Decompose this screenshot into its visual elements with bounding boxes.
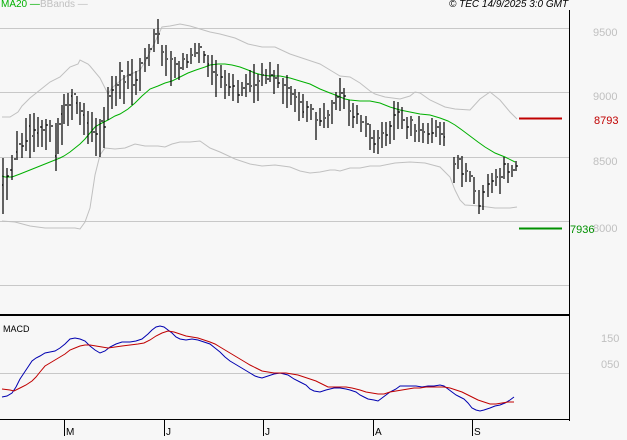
macd-axis-label-150: 150 bbox=[601, 333, 620, 345]
bbands-lower-line bbox=[1, 140, 518, 230]
support-value: 7936 bbox=[570, 224, 595, 236]
x-axis-label-september: S bbox=[474, 427, 481, 438]
x-axis-label-august: A bbox=[375, 427, 382, 438]
copyright-timestamp: © TEC 14/9/2025 3:0 GMT bbox=[449, 0, 569, 10]
price-axis-label-9000: 9000 bbox=[593, 91, 618, 103]
price-axis-label-9500: 9500 bbox=[593, 27, 618, 39]
macd-title: MACD bbox=[3, 324, 30, 334]
price-axis-label-8500: 8500 bbox=[593, 156, 618, 168]
x-axis-label-may: M bbox=[66, 427, 75, 438]
legend-bbands: BBands — bbox=[40, 0, 88, 10]
bbands-upper-line bbox=[2, 23, 518, 120]
resistance-value: 8793 bbox=[594, 115, 619, 127]
signal-line bbox=[1, 330, 514, 405]
price-axis-label-8000: 8000 bbox=[593, 223, 618, 235]
x-axis-ticks bbox=[64, 420, 473, 436]
x-axis-label-june: J bbox=[166, 427, 171, 438]
x-axis-label-july: J bbox=[265, 427, 270, 438]
ma20-line bbox=[1, 63, 516, 178]
macd-axis-label-050: 050 bbox=[601, 359, 620, 371]
price-gridlines bbox=[0, 28, 569, 286]
price-bars bbox=[2, 19, 518, 214]
macd-line bbox=[1, 325, 515, 412]
legend-ma20: MA20 — bbox=[1, 0, 40, 10]
